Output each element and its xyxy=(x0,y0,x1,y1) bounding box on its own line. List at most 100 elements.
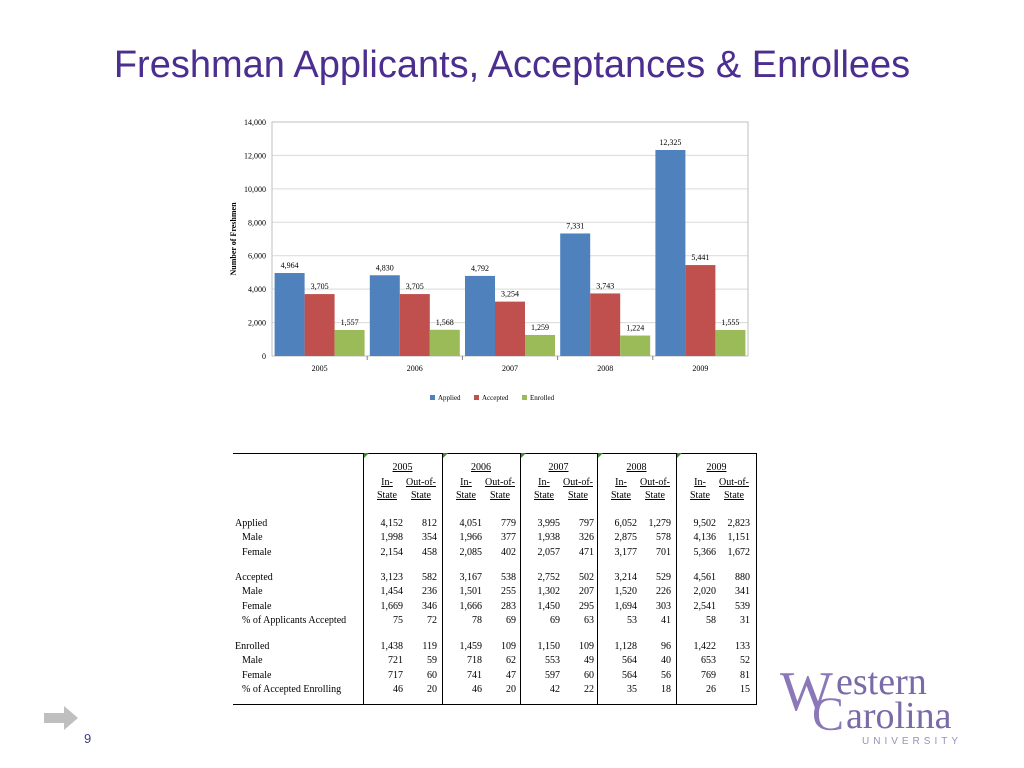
table-column-divider xyxy=(442,453,443,705)
table-cell: 717 xyxy=(388,670,403,681)
bar-enrolled-2006 xyxy=(429,329,460,356)
table-cell: 1,694 xyxy=(614,601,638,612)
data-label: 1,259 xyxy=(531,323,549,332)
table-cell: 564 xyxy=(622,670,637,681)
table-cell: 236 xyxy=(422,586,437,597)
table-cell: 226 xyxy=(656,586,671,597)
bar-applied-2007 xyxy=(465,275,495,356)
next-arrow-icon[interactable] xyxy=(44,706,80,730)
table-cell: 4,561 xyxy=(693,572,717,583)
y-tick-label: 12,000 xyxy=(244,151,266,160)
table-cell: 2,057 xyxy=(537,547,561,558)
svg-text:arolina: arolina xyxy=(846,695,952,737)
table-cell: 1,459 xyxy=(459,641,483,652)
table-column-divider xyxy=(597,453,598,705)
x-tick-label: 2007 xyxy=(502,364,518,373)
table-cell: 31 xyxy=(740,615,750,626)
data-label: 4,964 xyxy=(281,261,299,270)
table-cell: 701 xyxy=(656,547,671,558)
y-tick-label: 6,000 xyxy=(248,252,266,261)
y-tick-label: 4,000 xyxy=(248,285,266,294)
table-subheader: Out-of- xyxy=(719,477,749,488)
table-cell: 1,150 xyxy=(537,641,561,652)
table-right-border xyxy=(756,453,757,705)
table-cell: 20 xyxy=(506,684,516,695)
bar-chart: 0 2,000 4,000 6,000 8,000 10,000 12,000 14,000 N… xyxy=(229,118,749,402)
table-cell: 35 xyxy=(627,684,637,695)
table-row-label: Male xyxy=(242,532,263,543)
table-cell: 578 xyxy=(656,532,671,543)
table-cell: 59 xyxy=(427,655,437,666)
table-row-label: Female xyxy=(242,670,272,681)
table-cell: 109 xyxy=(501,641,516,652)
table-subheader: Out-of- xyxy=(485,477,515,488)
table-bottom-border xyxy=(233,704,757,705)
table-cell: 96 xyxy=(661,641,671,652)
table-cell: 62 xyxy=(506,655,516,666)
y-tick-label: 8,000 xyxy=(248,218,266,227)
table-cell: 779 xyxy=(501,518,516,529)
table-cell: 1,450 xyxy=(537,601,561,612)
table-cell: 283 xyxy=(501,601,516,612)
table-cell: 471 xyxy=(579,547,594,558)
table-cell: 2,752 xyxy=(537,572,561,583)
comment-marker-icon xyxy=(677,453,682,458)
table-subheader: State xyxy=(690,490,710,501)
table-cell: 42 xyxy=(550,684,560,695)
data-label: 4,830 xyxy=(376,263,394,272)
table-row-label: Accepted xyxy=(235,572,273,583)
table-cell: 22 xyxy=(584,684,594,695)
table-cell: 63 xyxy=(584,615,594,626)
comment-marker-icon xyxy=(521,453,526,458)
table-cell: 3,123 xyxy=(380,572,404,583)
data-label: 1,568 xyxy=(436,318,454,327)
table-cell: 553 xyxy=(545,655,560,666)
bar-accepted-2009 xyxy=(685,265,716,356)
table-cell: 47 xyxy=(506,670,516,681)
data-label: 1,555 xyxy=(721,318,739,327)
table-cell: 255 xyxy=(501,586,516,597)
legend-swatch-applied xyxy=(430,395,435,400)
table-cell: 1,422 xyxy=(693,641,717,652)
table-cell: 9,502 xyxy=(693,518,717,529)
table-top-border xyxy=(233,453,757,454)
table-cell: 60 xyxy=(427,670,437,681)
legend-label: Accepted xyxy=(482,394,509,402)
table-cell: 1,938 xyxy=(537,532,561,543)
slide-title: Freshman Applicants, Acceptances & Enrol… xyxy=(113,44,911,86)
table-cell: 78 xyxy=(472,615,482,626)
table-cell: 797 xyxy=(579,518,594,529)
table-cell: 1,672 xyxy=(727,547,751,558)
wcu-logo: W estern C arolina UNIVERSITY xyxy=(780,661,962,747)
table-cell: 53 xyxy=(627,615,637,626)
table-cell: 3,214 xyxy=(614,572,638,583)
legend-swatch-enrolled xyxy=(522,395,527,400)
table-cell: 295 xyxy=(579,601,594,612)
legend-label: Applied xyxy=(438,394,461,402)
data-label: 3,705 xyxy=(311,282,329,291)
table-cell: 597 xyxy=(545,670,560,681)
table-year-header: 2007 xyxy=(548,462,569,473)
table-subheader: State xyxy=(456,490,476,501)
table-row-label: % of Accepted Enrolling xyxy=(242,684,342,695)
data-label: 3,705 xyxy=(406,282,424,291)
table-cell: 1,302 xyxy=(537,586,561,597)
table-cell: 46 xyxy=(393,684,403,695)
svg-text:C: C xyxy=(812,688,844,741)
table-cell: 3,177 xyxy=(614,547,638,558)
data-label: 1,557 xyxy=(341,318,359,327)
table-subheader: State xyxy=(490,490,510,501)
data-label: 4,792 xyxy=(471,264,489,273)
table-column-divider xyxy=(676,453,677,705)
table-cell: 69 xyxy=(506,615,516,626)
table-year-header: 2008 xyxy=(626,462,647,473)
svg-text:UNIVERSITY: UNIVERSITY xyxy=(862,736,962,747)
table-cell: 458 xyxy=(422,547,437,558)
table-cell: 1,666 xyxy=(459,601,483,612)
comment-marker-icon xyxy=(443,453,448,458)
x-tick-label: 2009 xyxy=(692,364,708,373)
table-row-label: Male xyxy=(242,655,263,666)
data-label: 3,254 xyxy=(501,290,519,299)
table-cell: 41 xyxy=(661,615,671,626)
bar-accepted-2008 xyxy=(590,293,621,356)
